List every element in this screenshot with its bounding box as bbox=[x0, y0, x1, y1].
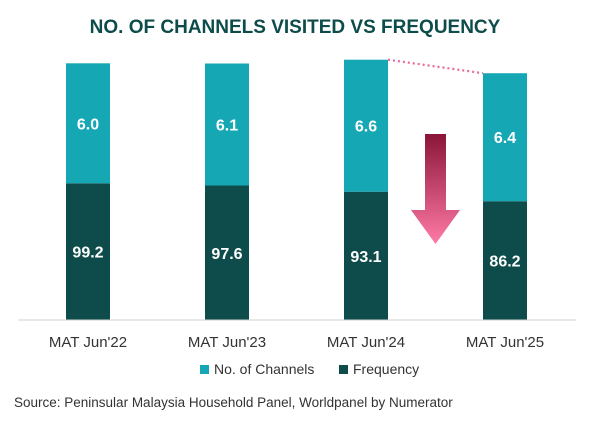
data-label-channels-4: 6.4 bbox=[494, 130, 516, 147]
bar-channels-4 bbox=[483, 73, 527, 202]
legend: No. of Channels Frequency bbox=[200, 361, 419, 377]
bar-frequency-2 bbox=[205, 185, 249, 320]
labels: 6.0 99.2 MAT Jun'22 6.1 97.6 MAT Jun'23 6.6 93.… bbox=[49, 116, 544, 351]
bar-channels-1 bbox=[66, 63, 110, 184]
legend-label-1: No. of Channels bbox=[214, 361, 314, 377]
data-label-channels-3: 6.6 bbox=[355, 119, 377, 136]
data-label-frequency-4: 86.2 bbox=[489, 254, 520, 271]
down-arrow-icon bbox=[411, 134, 460, 244]
data-label-frequency-2: 97.6 bbox=[211, 246, 242, 263]
annotations bbox=[387, 58, 484, 244]
source-note: Source: Peninsular Malaysia Household Pa… bbox=[14, 395, 453, 410]
chart-title: NO. OF CHANNELS VISITED VS FREQUENCY bbox=[90, 17, 501, 38]
bar-frequency-1 bbox=[66, 183, 110, 320]
legend-swatch-1 bbox=[200, 365, 209, 374]
bars bbox=[66, 59, 527, 320]
data-label-frequency-3: 93.1 bbox=[350, 249, 381, 266]
trend-dotted-line bbox=[387, 58, 484, 75]
data-label-channels-1: 6.0 bbox=[77, 116, 99, 133]
x-tick-label-2: MAT Jun'23 bbox=[188, 334, 266, 351]
x-tick-label-3: MAT Jun'24 bbox=[327, 334, 405, 351]
bar-channels-3 bbox=[344, 59, 388, 192]
data-label-frequency-1: 99.2 bbox=[72, 245, 103, 262]
x-tick-label-1: MAT Jun'22 bbox=[49, 334, 127, 351]
bar-channels-2 bbox=[205, 63, 249, 186]
legend-label-2: Frequency bbox=[353, 361, 419, 377]
legend-swatch-2 bbox=[339, 365, 348, 374]
bar-frequency-4 bbox=[483, 201, 527, 320]
data-label-channels-2: 6.1 bbox=[216, 118, 238, 135]
x-tick-label-4: MAT Jun'25 bbox=[466, 334, 544, 351]
bar-frequency-3 bbox=[344, 191, 388, 320]
